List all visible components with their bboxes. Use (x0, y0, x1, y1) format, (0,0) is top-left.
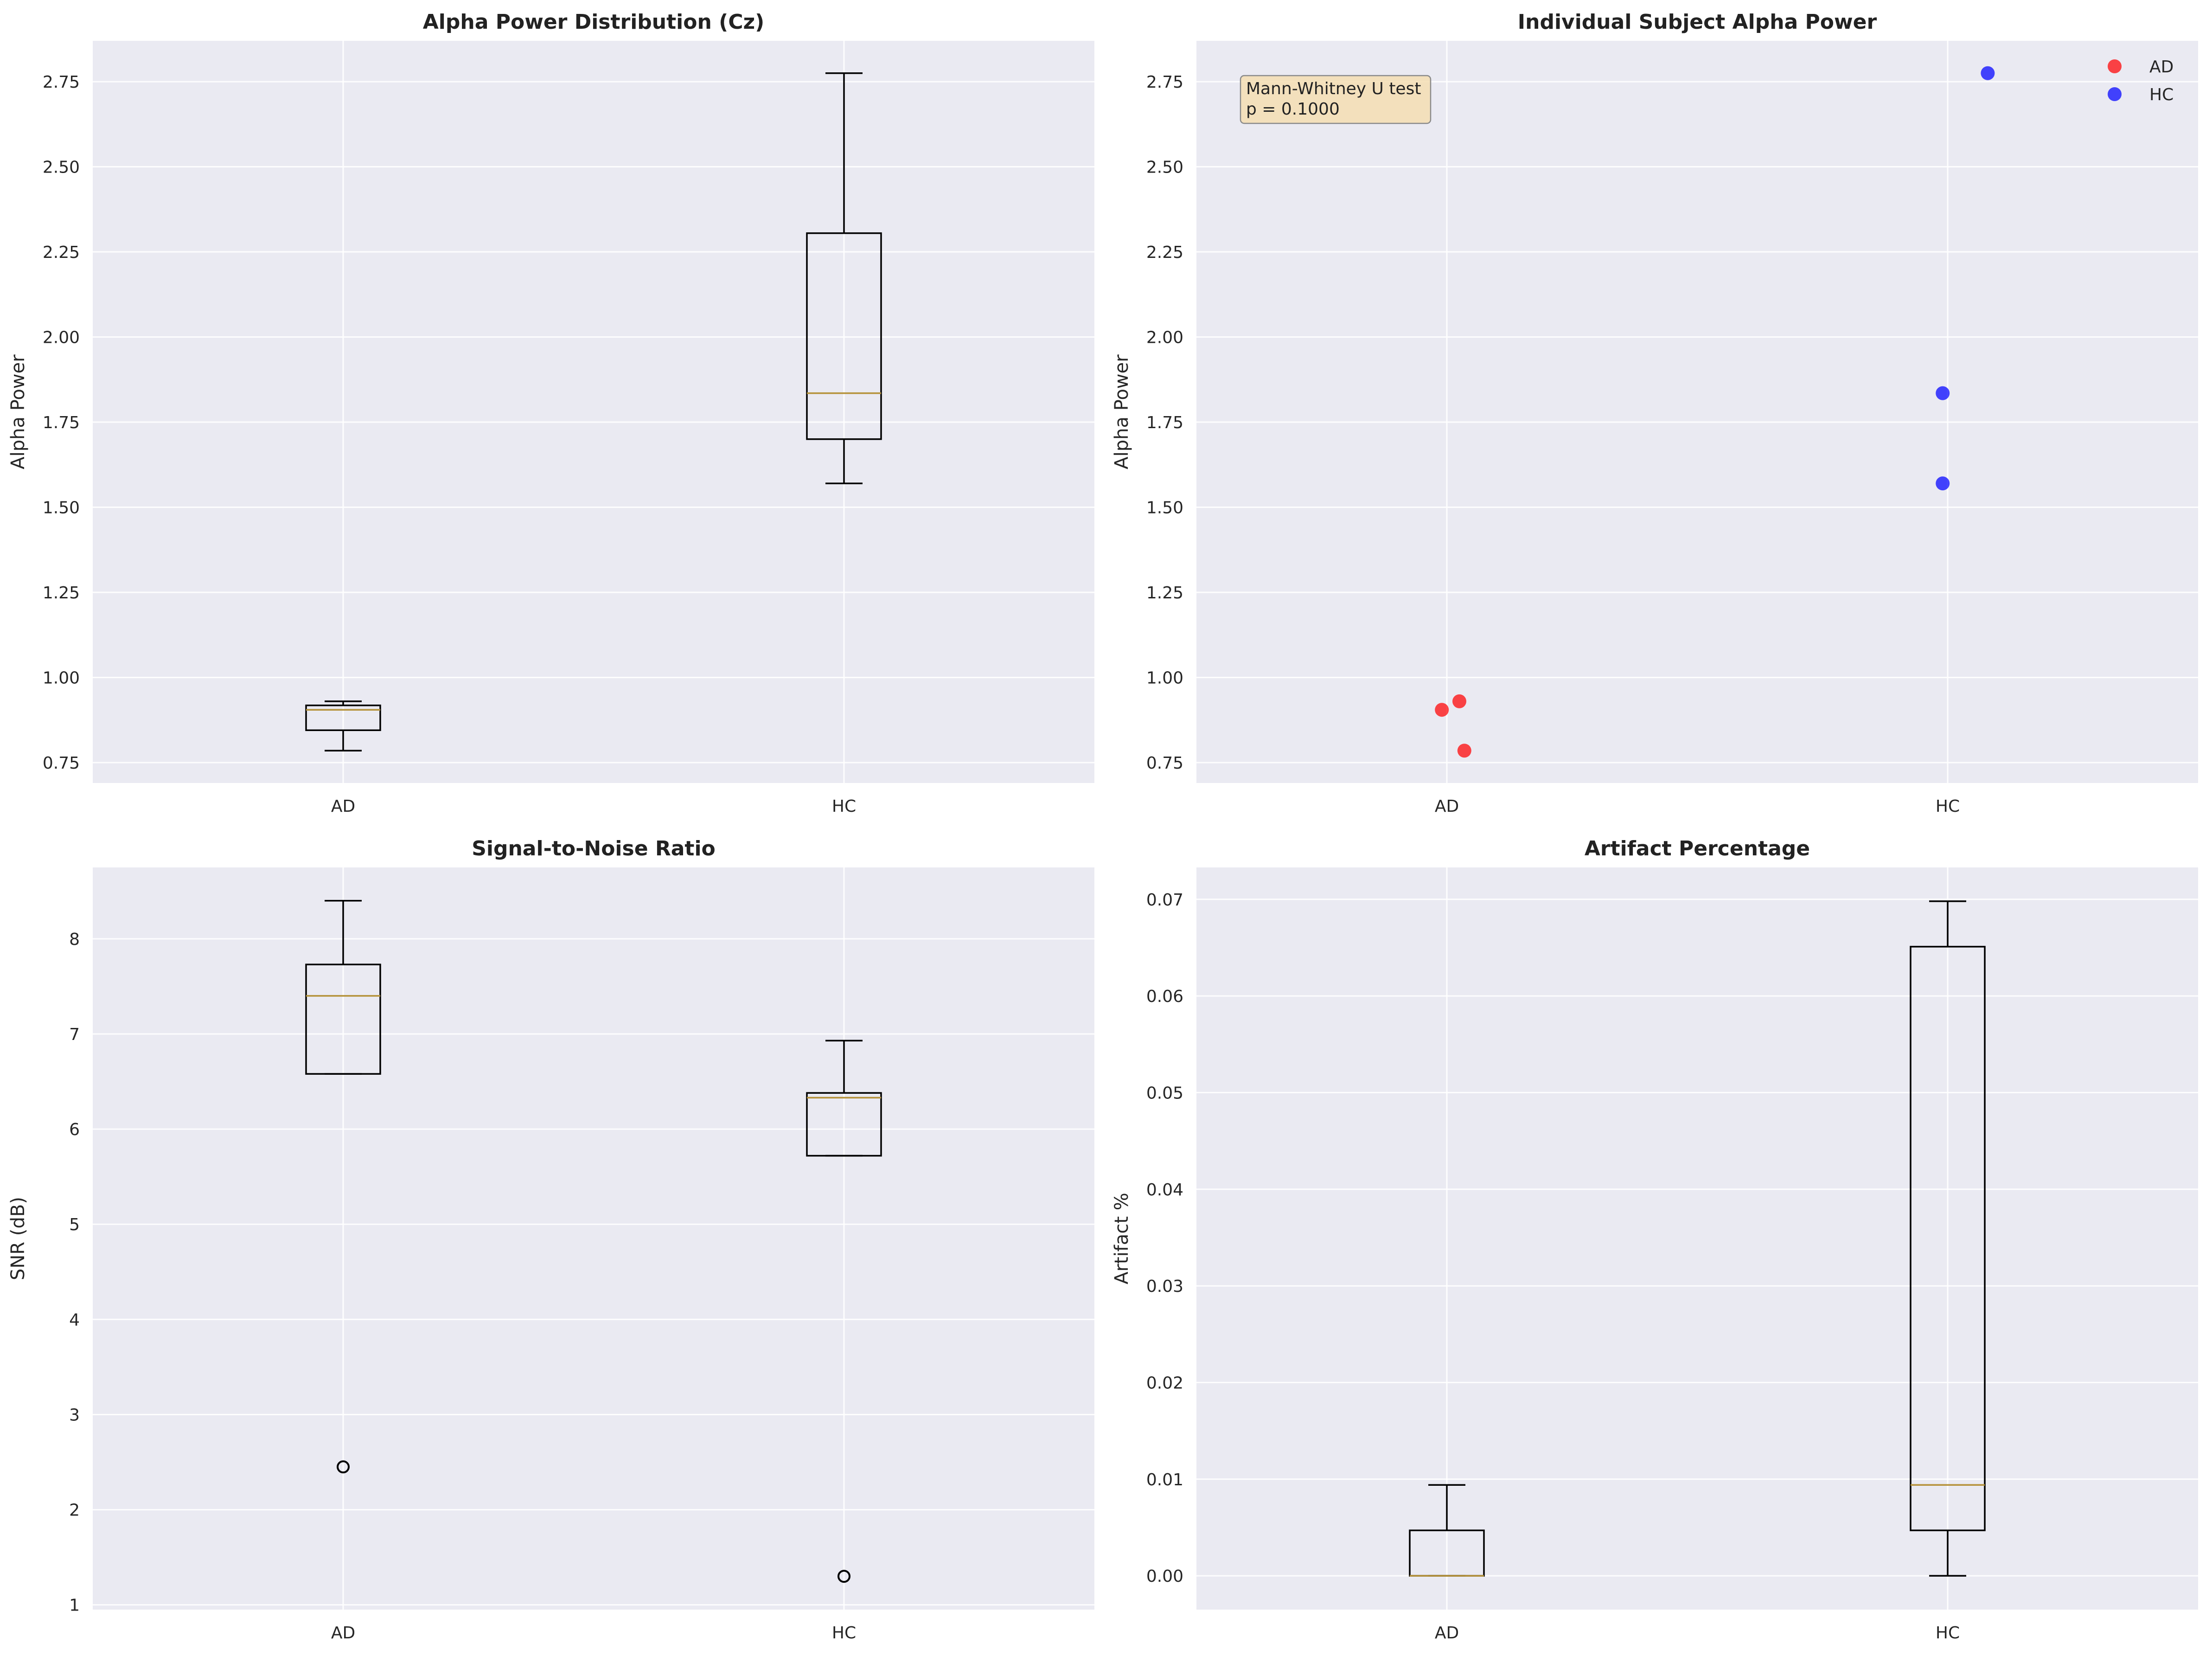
data-point (1452, 694, 1466, 708)
y-tick-label: 1.75 (43, 413, 80, 432)
outlier-point (337, 1460, 350, 1474)
iqr-box (806, 1092, 882, 1157)
y-tick-label: 2.50 (1146, 158, 1183, 177)
y-tick-label: 2.25 (1146, 243, 1183, 262)
y-tick-label: 0.04 (1146, 1181, 1183, 1200)
y-tick-label: 2.25 (43, 243, 80, 262)
iqr-box (1910, 946, 1986, 1531)
y-tick-label: 1 (69, 1596, 80, 1615)
series-HC (1936, 66, 1995, 491)
x-tick-label: AD (331, 1624, 355, 1643)
annotation-p-value: p = 0.1000 (1246, 100, 1340, 119)
iqr-box (806, 232, 882, 440)
y-tick-label: 1.75 (1146, 413, 1183, 432)
x-tick-label: AD (1435, 797, 1459, 816)
y-tick-label: 1.50 (1146, 499, 1183, 518)
data-point (1936, 386, 1950, 400)
y-tick-label: 2 (69, 1501, 80, 1520)
box-AD (1409, 1484, 1485, 1577)
y-tick-label: 1.25 (1146, 584, 1183, 603)
x-tick-label: HC (1936, 1624, 1960, 1643)
box-AD (305, 900, 381, 1474)
y-axis-label: SNR (dB) (7, 1197, 29, 1280)
chart-panel-2: 0.75 1.00 1.25 1.50 1.75 2.00 2.25 2.50 2.75 AD HC… (1111, 10, 2198, 816)
chart-title: Alpha Power Distribution (Cz) (423, 10, 764, 34)
y-tick-label: 0.00 (1146, 1567, 1183, 1586)
y-axis-label: Alpha Power (7, 354, 29, 469)
y-tick-label: 1.25 (43, 584, 80, 603)
y-tick-label: 0.05 (1146, 1084, 1183, 1103)
y-tick-label: 0.06 (1146, 987, 1183, 1006)
y-tick-label: 0.03 (1146, 1277, 1183, 1296)
plot-area (93, 41, 1094, 783)
y-tick-label: 7 (69, 1025, 80, 1044)
chart-title: Individual Subject Alpha Power (1518, 10, 1877, 34)
plot-area (1196, 867, 2198, 1610)
chart-panel-4: 0.00 0.01 0.02 0.03 0.04 0.05 0.06 0.07 AD HC Arti… (1111, 837, 2198, 1643)
stats-annotation-box (1240, 75, 1432, 124)
x-tick-label: HC (1936, 797, 1960, 816)
plot-area (1196, 41, 2198, 783)
chart-title: Signal-to-Noise Ratio (472, 837, 716, 860)
y-tick-label: 2.75 (1146, 73, 1183, 92)
data-point (1936, 476, 1950, 491)
data-point (1435, 703, 1449, 717)
y-axis-label: Artifact % (1111, 1193, 1132, 1284)
x-tick-label: HC (832, 797, 856, 816)
iqr-box (305, 963, 381, 1075)
chart-title: Artifact Percentage (1585, 837, 1810, 860)
box-HC (806, 1040, 882, 1583)
y-tick-label: 6 (69, 1120, 80, 1139)
y-tick-label: 1.00 (43, 668, 80, 687)
y-axis-label: Alpha Power (1111, 354, 1132, 469)
box-HC (1910, 900, 1986, 1577)
data-point (1457, 744, 1471, 758)
series-AD (1435, 694, 1471, 758)
y-tick-label: 0.07 (1146, 891, 1183, 910)
y-tick-label: 3 (69, 1406, 80, 1425)
y-tick-label: 2.00 (1146, 328, 1183, 347)
y-tick-label: 2.75 (43, 73, 80, 92)
x-tick-label: HC (832, 1624, 856, 1643)
chart-panel-3: 1 2 3 4 5 6 7 8 AD HC Signal-to-Noise Ratio SNR (dB… (7, 837, 1094, 1643)
annotation-test-name: Mann-Whitney U test (1246, 79, 1421, 98)
legend-label: AD (2149, 58, 2174, 77)
legend-label: HC (2149, 85, 2174, 104)
y-tick-label: 5 (69, 1215, 80, 1234)
box-HC (806, 72, 882, 484)
y-tick-label: 1.50 (43, 499, 80, 518)
plot-area (93, 867, 1094, 1610)
box-AD (305, 700, 381, 752)
legend-marker (2108, 87, 2122, 101)
y-tick-label: 2.50 (43, 158, 80, 177)
y-tick-label: 0.75 (1146, 754, 1183, 773)
chart-panel-1: 0.75 1.00 1.25 1.50 1.75 2.00 2.25 2.50 2.75 AD HC… (7, 10, 1094, 816)
outlier-point (837, 1570, 850, 1583)
y-tick-label: 8 (69, 930, 80, 949)
legend-marker (2108, 59, 2122, 73)
x-tick-label: AD (1435, 1624, 1459, 1643)
legend: AD HC (2108, 58, 2174, 104)
y-tick-label: 4 (69, 1310, 80, 1329)
y-tick-label: 0.75 (43, 754, 80, 773)
data-point (1981, 66, 1995, 80)
y-tick-label: 0.02 (1146, 1374, 1183, 1393)
iqr-box (305, 704, 381, 731)
y-tick-label: 2.00 (43, 328, 80, 347)
y-tick-label: 1.00 (1146, 668, 1183, 687)
x-tick-label: AD (331, 797, 355, 816)
y-tick-label: 0.01 (1146, 1470, 1183, 1489)
